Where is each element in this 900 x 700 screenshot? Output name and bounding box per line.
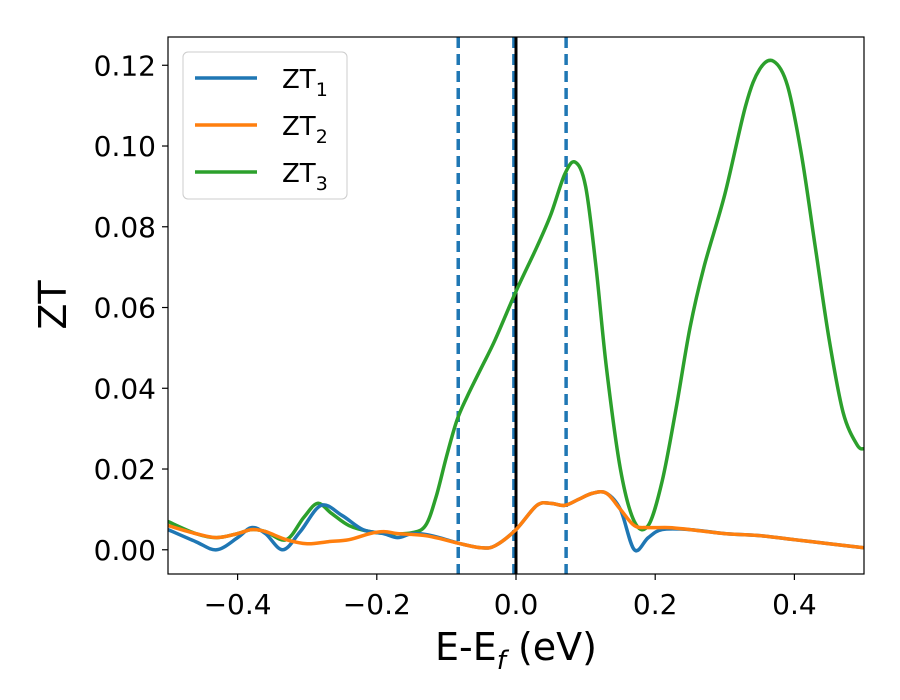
x-axis: −0.4 −0.2 0.0 0.2 0.4 bbox=[204, 574, 817, 621]
x-axis-title: E-Ef (eV) bbox=[435, 625, 597, 676]
x-tick-label: 0.4 bbox=[772, 588, 817, 621]
x-tick-label: −0.4 bbox=[204, 588, 272, 621]
y-tick-label: 0.06 bbox=[94, 292, 156, 325]
legend-frame bbox=[182, 51, 348, 200]
series-lines bbox=[168, 58, 864, 553]
series-line-zt3 bbox=[168, 58, 864, 542]
y-tick-label: 0.10 bbox=[94, 130, 156, 163]
reference-lines bbox=[456, 37, 568, 574]
y-axis: 0.00 0.02 0.04 0.06 0.08 0.10 0.12 bbox=[94, 49, 168, 567]
x-tick-label: −0.2 bbox=[343, 588, 411, 621]
y-axis-title: ZT bbox=[31, 280, 75, 330]
x-tick-label: 0.2 bbox=[633, 588, 678, 621]
y-tick-label: 0.12 bbox=[94, 49, 156, 82]
x-tick-label: 0.0 bbox=[494, 588, 539, 621]
legend-label-zt2: ZT2 bbox=[282, 112, 328, 148]
legend-label-zt3: ZT3 bbox=[282, 159, 328, 195]
legend-label-zt1: ZT1 bbox=[282, 65, 328, 101]
y-tick-label: 0.00 bbox=[94, 534, 156, 567]
series-line-zt2 bbox=[168, 490, 864, 550]
y-tick-label: 0.08 bbox=[94, 211, 156, 244]
legend: ZT1 ZT2 ZT3 bbox=[182, 51, 348, 200]
y-tick-label: 0.04 bbox=[94, 372, 156, 405]
y-tick-label: 0.02 bbox=[94, 453, 156, 486]
